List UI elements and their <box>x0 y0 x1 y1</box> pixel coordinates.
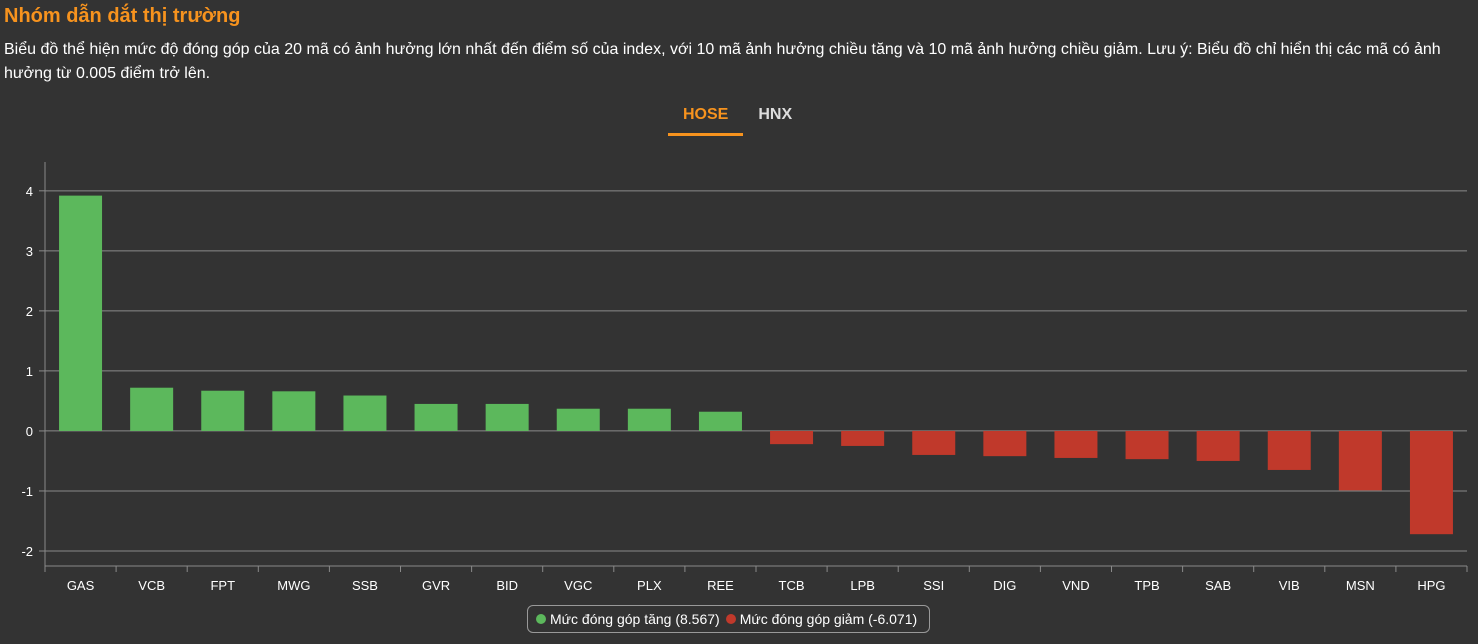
bar-dig <box>983 430 1027 457</box>
legend-label: Mức đóng góp giảm (-6.071) <box>739 611 918 627</box>
x-tick-label: FPT <box>210 578 235 593</box>
x-tick-label: GVR <box>422 578 450 593</box>
legend-label: Mức đóng góp tăng (8.567) <box>550 611 720 627</box>
bar-fpt <box>201 390 245 431</box>
bar-vnd <box>1054 430 1098 458</box>
x-tick-label: SSB <box>352 578 378 593</box>
bar-vib <box>1267 430 1311 470</box>
x-tick-label: VGC <box>564 578 592 593</box>
x-tick-label: MWG <box>277 578 310 593</box>
bar-msn <box>1338 430 1382 491</box>
x-tick-label: TPB <box>1134 578 1159 593</box>
bar-tcb <box>770 430 814 445</box>
chart-description: Biểu đồ thể hiện mức độ đóng góp của 20 … <box>4 41 1441 82</box>
legend: Mức đóng góp tăng (8.567) Mức đóng góp g… <box>527 605 931 633</box>
bar-chart: -2 -1 0 1 2 3 4 GAS VCB FPT MWG SSB GVR BID VGC PLX REE T… <box>21 162 1468 593</box>
bar-ree <box>698 411 742 431</box>
x-tick-label: TCB <box>779 578 805 593</box>
bar-ssb <box>343 395 387 431</box>
x-tick-label: BID <box>496 578 518 593</box>
y-tick-label: 4 <box>26 184 33 199</box>
page-title: Nhóm dẫn dắt thị trường <box>4 5 241 27</box>
bar-plx <box>627 408 671 431</box>
bar-ssi <box>912 430 956 455</box>
negative-dot-icon <box>725 614 736 624</box>
x-tick-label: SAB <box>1205 578 1231 593</box>
positive-dot-icon <box>536 614 546 624</box>
y-tick-label: 3 <box>26 244 33 259</box>
y-tick-label: 0 <box>26 424 33 439</box>
x-tick-label: HPG <box>1417 578 1445 593</box>
bar-hpg <box>1409 430 1453 535</box>
x-tick-label: LPB <box>850 578 875 593</box>
bar-bid <box>485 403 529 431</box>
y-tick-label: 2 <box>26 304 33 319</box>
x-tick-label: VND <box>1062 578 1089 593</box>
y-tick-label: 1 <box>26 364 33 379</box>
bar-gas <box>59 195 103 431</box>
x-tick-label: PLX <box>637 578 662 593</box>
exchange-tabs: HOSE HNX <box>668 104 807 136</box>
legend-item-positive[interactable]: Mức đóng góp tăng (8.567) <box>536 611 720 627</box>
x-tick-label: MSN <box>1346 578 1375 593</box>
bar-sab <box>1196 430 1240 461</box>
x-tick-label: VCB <box>138 578 165 593</box>
x-tick-label: SSI <box>923 578 944 593</box>
x-tick-label: VIB <box>1279 578 1300 593</box>
legend-item-negative[interactable]: Mức đóng góp giảm (-6.071) <box>725 611 918 627</box>
tab-hose[interactable]: HOSE <box>668 104 744 136</box>
x-tick-label: REE <box>707 578 734 593</box>
bar-mwg <box>272 391 316 431</box>
bar-tpb <box>1125 430 1169 460</box>
bar-vcb <box>130 387 174 431</box>
y-tick-label: -1 <box>21 484 33 499</box>
x-tick-label: DIG <box>993 578 1016 593</box>
y-tick-label: -2 <box>21 544 33 559</box>
bar-vgc <box>556 408 600 431</box>
x-tick-label: GAS <box>67 578 95 593</box>
bar-gvr <box>414 403 458 431</box>
tab-hnx[interactable]: HNX <box>758 106 793 123</box>
bar-lpb <box>841 430 885 446</box>
